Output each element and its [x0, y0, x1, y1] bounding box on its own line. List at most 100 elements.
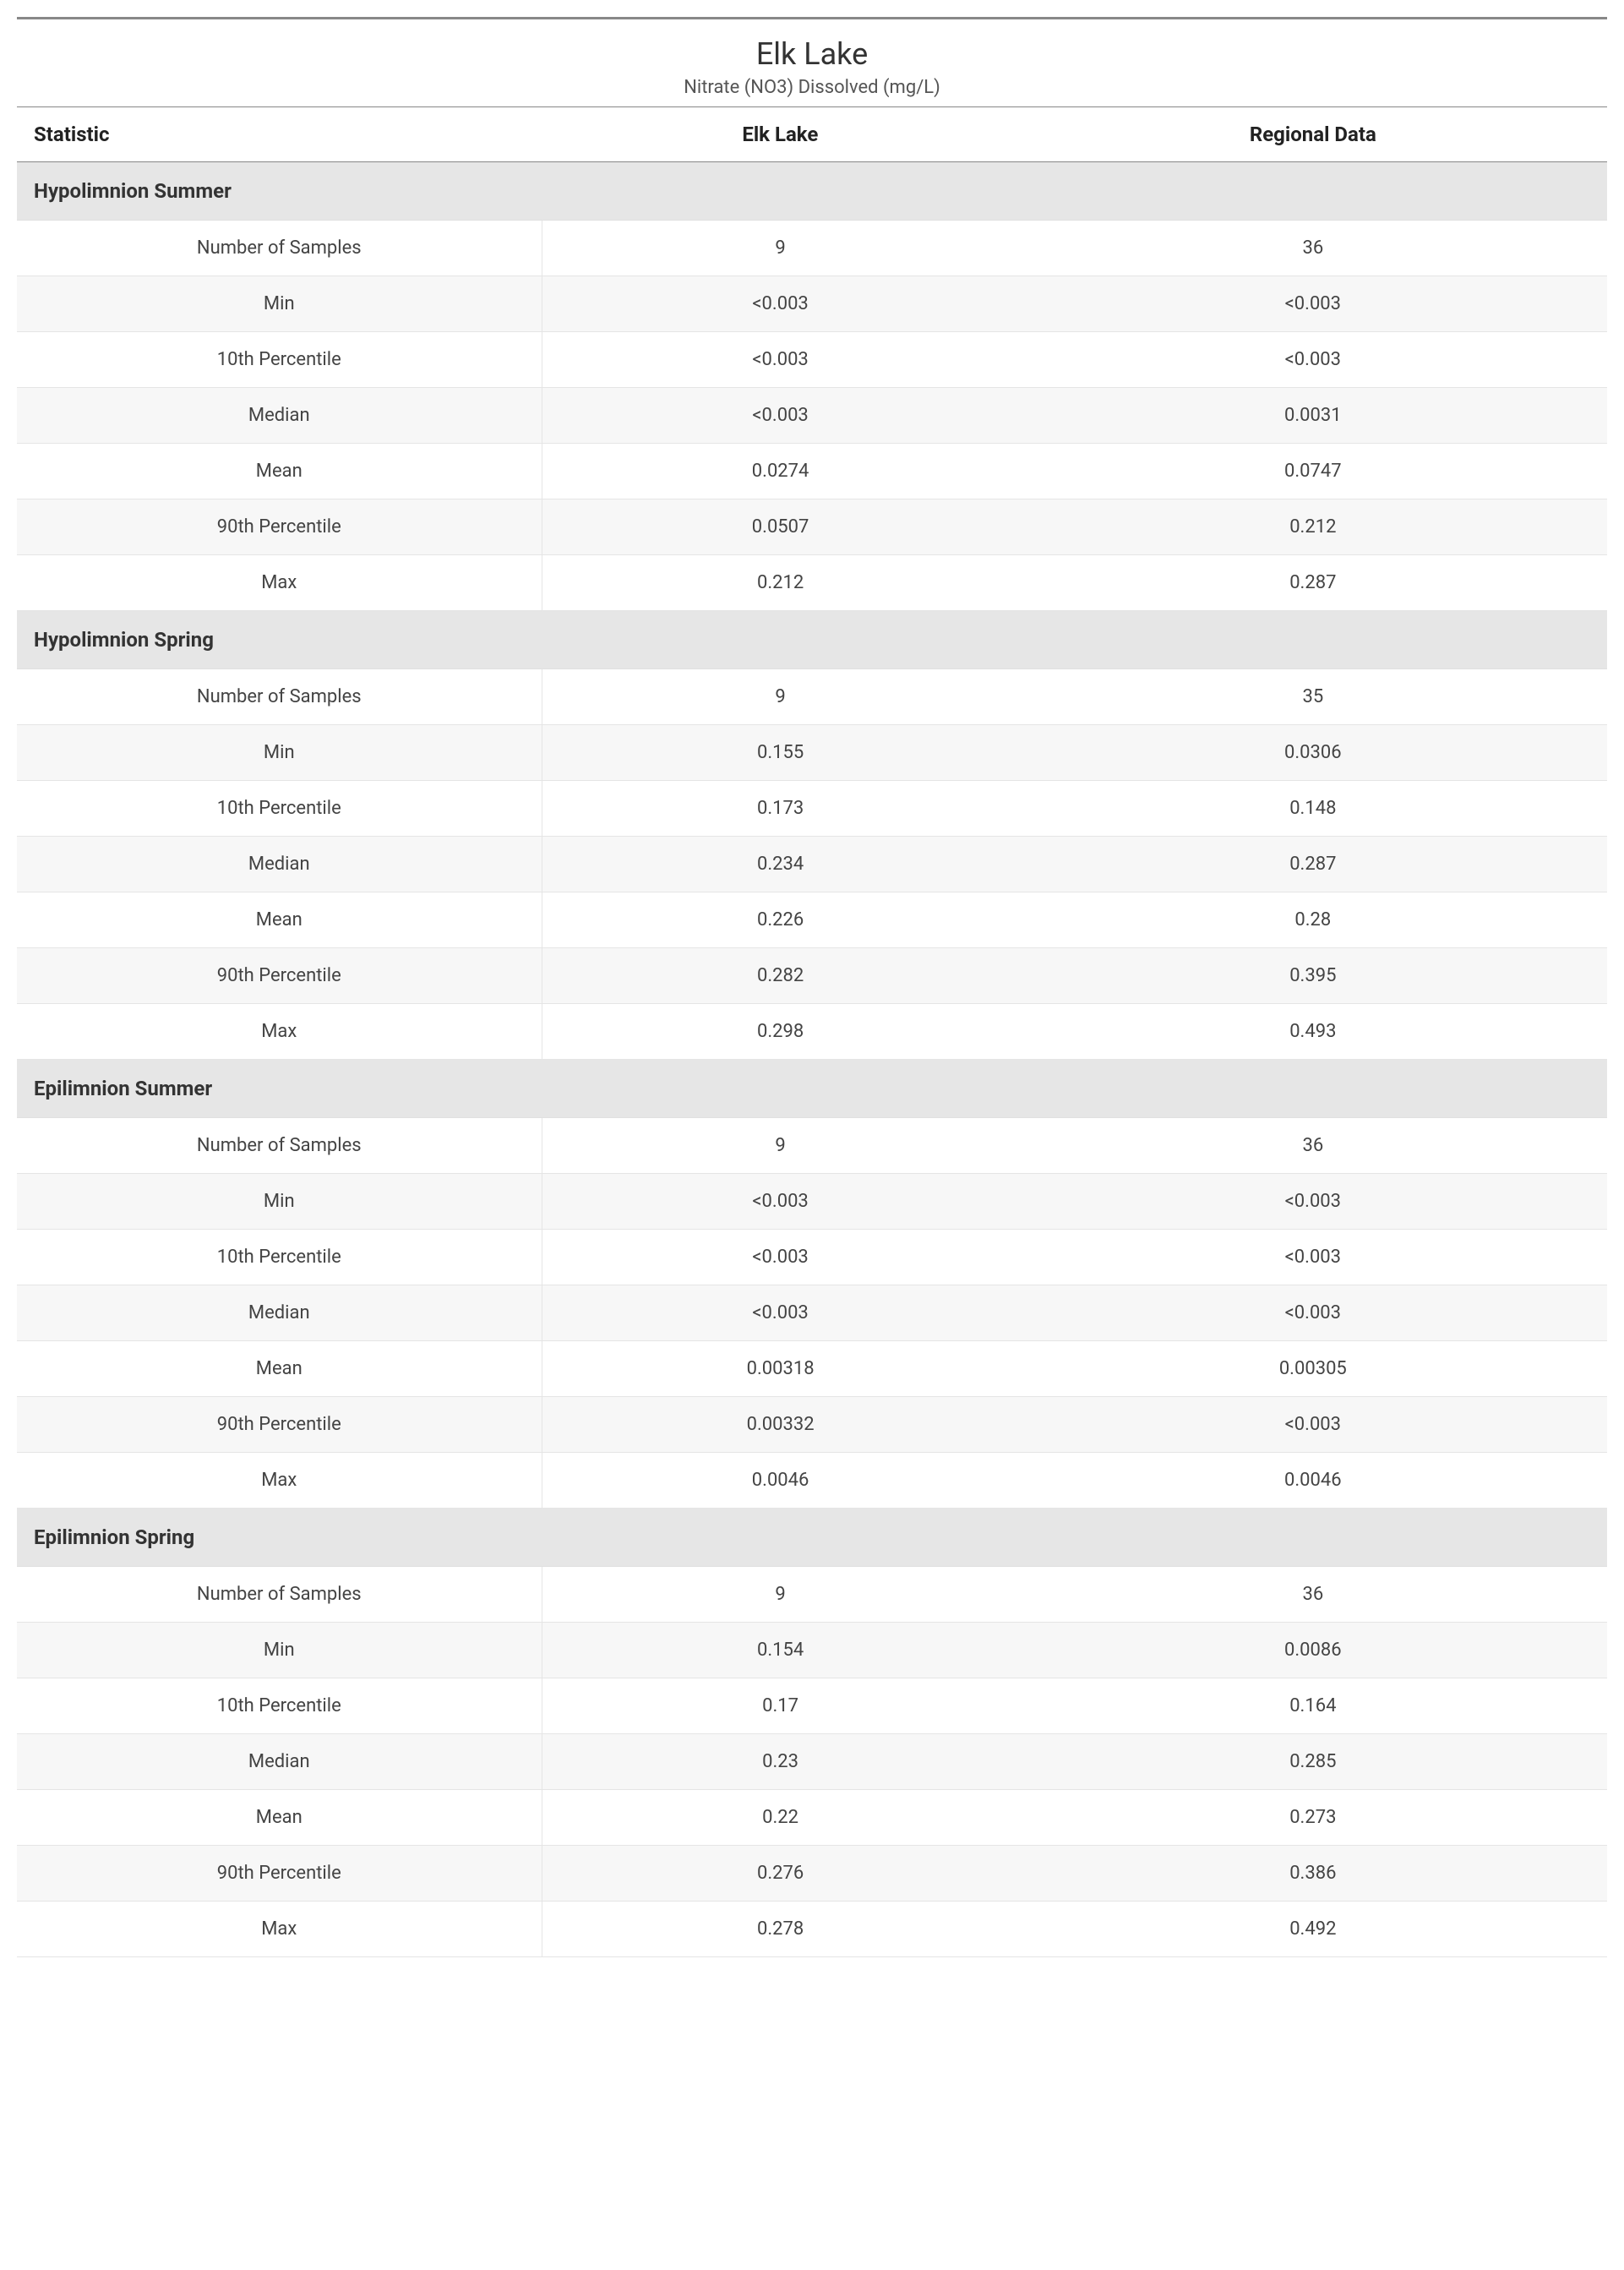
site-value-cell: <0.003	[542, 276, 1019, 332]
regional-value-cell: 0.0046	[1019, 1453, 1607, 1509]
site-value-cell: 0.00318	[542, 1341, 1019, 1397]
page-subtitle: Nitrate (NO3) Dissolved (mg/L)	[17, 77, 1607, 98]
table-row: Median0.2340.287	[17, 837, 1607, 892]
section-header-label: Hypolimnion Summer	[17, 162, 1607, 221]
site-value-cell: 0.0046	[542, 1453, 1019, 1509]
stat-label-cell: Max	[17, 1004, 542, 1060]
title-block: Elk Lake Nitrate (NO3) Dissolved (mg/L)	[17, 19, 1607, 107]
page-title: Elk Lake	[17, 36, 1607, 72]
regional-value-cell: <0.003	[1019, 1285, 1607, 1341]
regional-value-cell: <0.003	[1019, 1397, 1607, 1453]
table-row: Mean0.02740.0747	[17, 444, 1607, 499]
table-row: 10th Percentile<0.003<0.003	[17, 1230, 1607, 1285]
stat-label-cell: Median	[17, 1285, 542, 1341]
table-row: Max0.2120.287	[17, 555, 1607, 611]
regional-value-cell: 0.0747	[1019, 444, 1607, 499]
table-row: 10th Percentile<0.003<0.003	[17, 332, 1607, 388]
site-value-cell: <0.003	[542, 1174, 1019, 1230]
stat-label-cell: Mean	[17, 444, 542, 499]
stat-label-cell: 10th Percentile	[17, 781, 542, 837]
site-value-cell: 0.0274	[542, 444, 1019, 499]
stat-label-cell: 10th Percentile	[17, 332, 542, 388]
site-value-cell: 0.226	[542, 892, 1019, 948]
site-value-cell: 0.234	[542, 837, 1019, 892]
regional-value-cell: 36	[1019, 1118, 1607, 1174]
site-value-cell: 9	[542, 1567, 1019, 1623]
table-row: 90th Percentile0.2760.386	[17, 1846, 1607, 1902]
table-row: 10th Percentile0.1730.148	[17, 781, 1607, 837]
col-header-regional: Regional Data	[1019, 107, 1607, 162]
table-row: Median<0.0030.0031	[17, 388, 1607, 444]
stat-label-cell: 90th Percentile	[17, 1846, 542, 1902]
site-value-cell: 0.298	[542, 1004, 1019, 1060]
regional-value-cell: 36	[1019, 221, 1607, 276]
section-header-label: Hypolimnion Spring	[17, 611, 1607, 669]
stat-label-cell: Median	[17, 1734, 542, 1790]
site-value-cell: 0.17	[542, 1678, 1019, 1734]
regional-value-cell: 0.386	[1019, 1846, 1607, 1902]
table-row: Number of Samples936	[17, 221, 1607, 276]
regional-value-cell: 0.273	[1019, 1790, 1607, 1846]
section-header-row: Hypolimnion Spring	[17, 611, 1607, 669]
table-row: Max0.2780.492	[17, 1902, 1607, 1957]
stat-label-cell: Min	[17, 1623, 542, 1678]
site-value-cell: 0.278	[542, 1902, 1019, 1957]
regional-value-cell: <0.003	[1019, 276, 1607, 332]
section-header-row: Epilimnion Summer	[17, 1060, 1607, 1118]
table-row: Median<0.003<0.003	[17, 1285, 1607, 1341]
site-value-cell: <0.003	[542, 388, 1019, 444]
stat-label-cell: Max	[17, 555, 542, 611]
site-value-cell: 0.155	[542, 725, 1019, 781]
table-row: Max0.2980.493	[17, 1004, 1607, 1060]
stat-label-cell: Number of Samples	[17, 1567, 542, 1623]
table-row: Min<0.003<0.003	[17, 276, 1607, 332]
table-row: Min0.1540.0086	[17, 1623, 1607, 1678]
regional-value-cell: 0.0031	[1019, 388, 1607, 444]
regional-value-cell: 0.395	[1019, 948, 1607, 1004]
site-value-cell: 0.23	[542, 1734, 1019, 1790]
regional-value-cell: <0.003	[1019, 332, 1607, 388]
site-value-cell: <0.003	[542, 1285, 1019, 1341]
regional-value-cell: <0.003	[1019, 1230, 1607, 1285]
regional-value-cell: <0.003	[1019, 1174, 1607, 1230]
site-value-cell: 0.0507	[542, 499, 1019, 555]
regional-value-cell: 0.287	[1019, 837, 1607, 892]
table-row: Number of Samples936	[17, 1118, 1607, 1174]
stat-label-cell: Max	[17, 1453, 542, 1509]
site-value-cell: 9	[542, 221, 1019, 276]
stat-label-cell: Number of Samples	[17, 1118, 542, 1174]
site-value-cell: 0.00332	[542, 1397, 1019, 1453]
stat-label-cell: Min	[17, 1174, 542, 1230]
stats-table: Statistic Elk Lake Regional Data Hypolim…	[17, 107, 1607, 1957]
stat-label-cell: Min	[17, 276, 542, 332]
regional-value-cell: 0.00305	[1019, 1341, 1607, 1397]
stat-label-cell: 90th Percentile	[17, 1397, 542, 1453]
col-header-site: Elk Lake	[542, 107, 1019, 162]
regional-value-cell: 0.285	[1019, 1734, 1607, 1790]
regional-value-cell: 0.28	[1019, 892, 1607, 948]
table-row: Max0.00460.0046	[17, 1453, 1607, 1509]
section-header-row: Hypolimnion Summer	[17, 162, 1607, 221]
table-row: Mean0.220.273	[17, 1790, 1607, 1846]
table-row: Min<0.003<0.003	[17, 1174, 1607, 1230]
table-row: Number of Samples935	[17, 669, 1607, 725]
site-value-cell: 0.276	[542, 1846, 1019, 1902]
regional-value-cell: 0.0306	[1019, 725, 1607, 781]
stat-label-cell: 90th Percentile	[17, 948, 542, 1004]
table-body: Hypolimnion SummerNumber of Samples936Mi…	[17, 162, 1607, 1957]
site-value-cell: 0.212	[542, 555, 1019, 611]
stat-label-cell: Number of Samples	[17, 221, 542, 276]
regional-value-cell: 0.287	[1019, 555, 1607, 611]
regional-value-cell: 0.148	[1019, 781, 1607, 837]
section-header-label: Epilimnion Spring	[17, 1509, 1607, 1567]
regional-value-cell: 36	[1019, 1567, 1607, 1623]
section-header-label: Epilimnion Summer	[17, 1060, 1607, 1118]
site-value-cell: <0.003	[542, 1230, 1019, 1285]
regional-value-cell: 0.0086	[1019, 1623, 1607, 1678]
site-value-cell: 0.154	[542, 1623, 1019, 1678]
table-row: 10th Percentile0.170.164	[17, 1678, 1607, 1734]
section-header-row: Epilimnion Spring	[17, 1509, 1607, 1567]
stat-label-cell: 90th Percentile	[17, 499, 542, 555]
site-value-cell: <0.003	[542, 332, 1019, 388]
stat-label-cell: Median	[17, 837, 542, 892]
